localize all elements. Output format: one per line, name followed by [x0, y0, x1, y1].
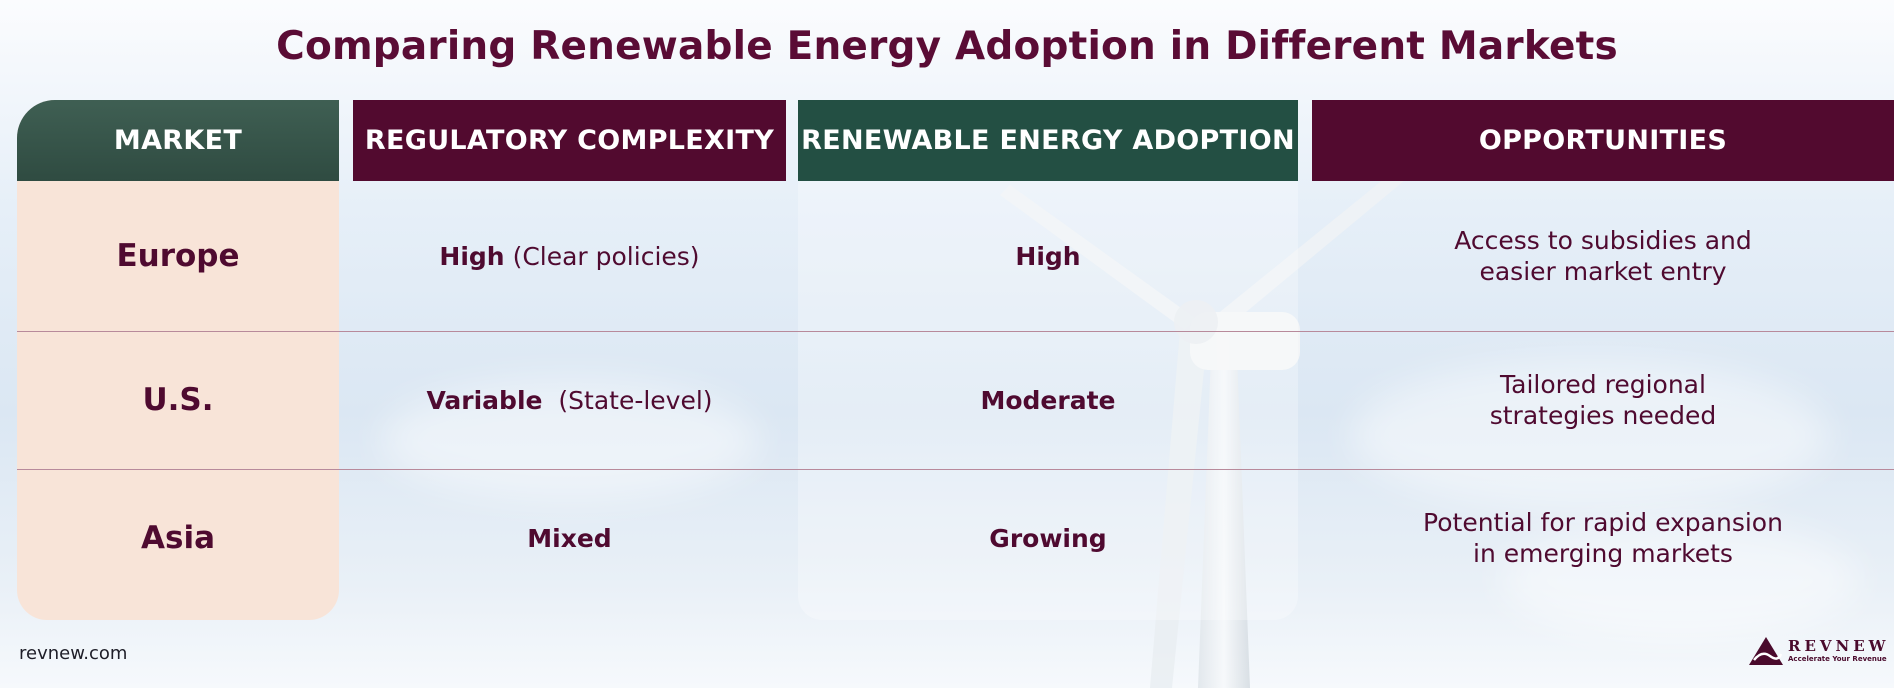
footer-url: revnew.com — [19, 643, 128, 664]
opportunity-value: Access to subsidies and easier market en… — [1454, 226, 1752, 286]
cloud-shape — [1350, 360, 1830, 510]
adoption-value: Moderate — [980, 385, 1116, 415]
header-opportunities: OPPORTUNITIES — [1312, 100, 1894, 181]
market-name: Europe — [116, 237, 240, 274]
header-renewable-energy-adoption: RENEWABLE ENERGY ADOPTION — [798, 100, 1298, 181]
header-market: MARKET — [17, 100, 339, 181]
adoption-value: High — [1015, 241, 1081, 271]
regulatory-note: (State-level) — [558, 385, 713, 415]
table-row-asia-market: Asia — [17, 469, 339, 607]
brand-tagline: Accelerate Your Revenue — [1788, 655, 1887, 663]
mountain-logo-icon — [1749, 637, 1783, 665]
row-divider — [17, 469, 1894, 470]
header-regulatory-complexity: REGULATORY COMPLEXITY — [353, 100, 786, 181]
table-row-us-market: U.S. — [17, 331, 339, 469]
adoption-column-background — [798, 100, 1298, 620]
opportunity-text: Access to subsidies and easier market en… — [1312, 181, 1894, 331]
opportunity-text: Tailored regional strategies needed — [1312, 331, 1894, 469]
cloud-shape — [1500, 520, 1860, 640]
table-row-europe-market: Europe — [17, 181, 339, 331]
market-column-background — [17, 100, 339, 620]
table-row-europe-regulatory: High (Clear policies) — [353, 181, 786, 331]
cloud-shape — [380, 380, 760, 500]
market-name: Asia — [141, 519, 215, 556]
regulatory-level: Variable — [426, 385, 543, 415]
opportunity-text: Potential for rapid expansion in emergin… — [1312, 469, 1894, 607]
opportunity-value: Potential for rapid expansion in emergin… — [1423, 508, 1783, 568]
regulatory-note: (Clear policies) — [512, 241, 700, 271]
regulatory-level: High — [439, 241, 505, 271]
opportunity-value: Tailored regional strategies needed — [1489, 370, 1717, 430]
adoption-value: Growing — [989, 523, 1107, 553]
brand-name: REVNEW — [1788, 637, 1890, 655]
page-title: Comparing Renewable Energy Adoption in D… — [276, 24, 1618, 69]
regulatory-level: Mixed — [527, 523, 612, 553]
market-name: U.S. — [142, 381, 214, 418]
row-divider — [17, 331, 1894, 332]
table-row-asia-regulatory: Mixed — [353, 469, 786, 607]
brand-logo: REVNEW Accelerate Your Revenue — [1748, 636, 1890, 666]
table-row-us-regulatory: Variable (State-level) — [353, 331, 786, 469]
